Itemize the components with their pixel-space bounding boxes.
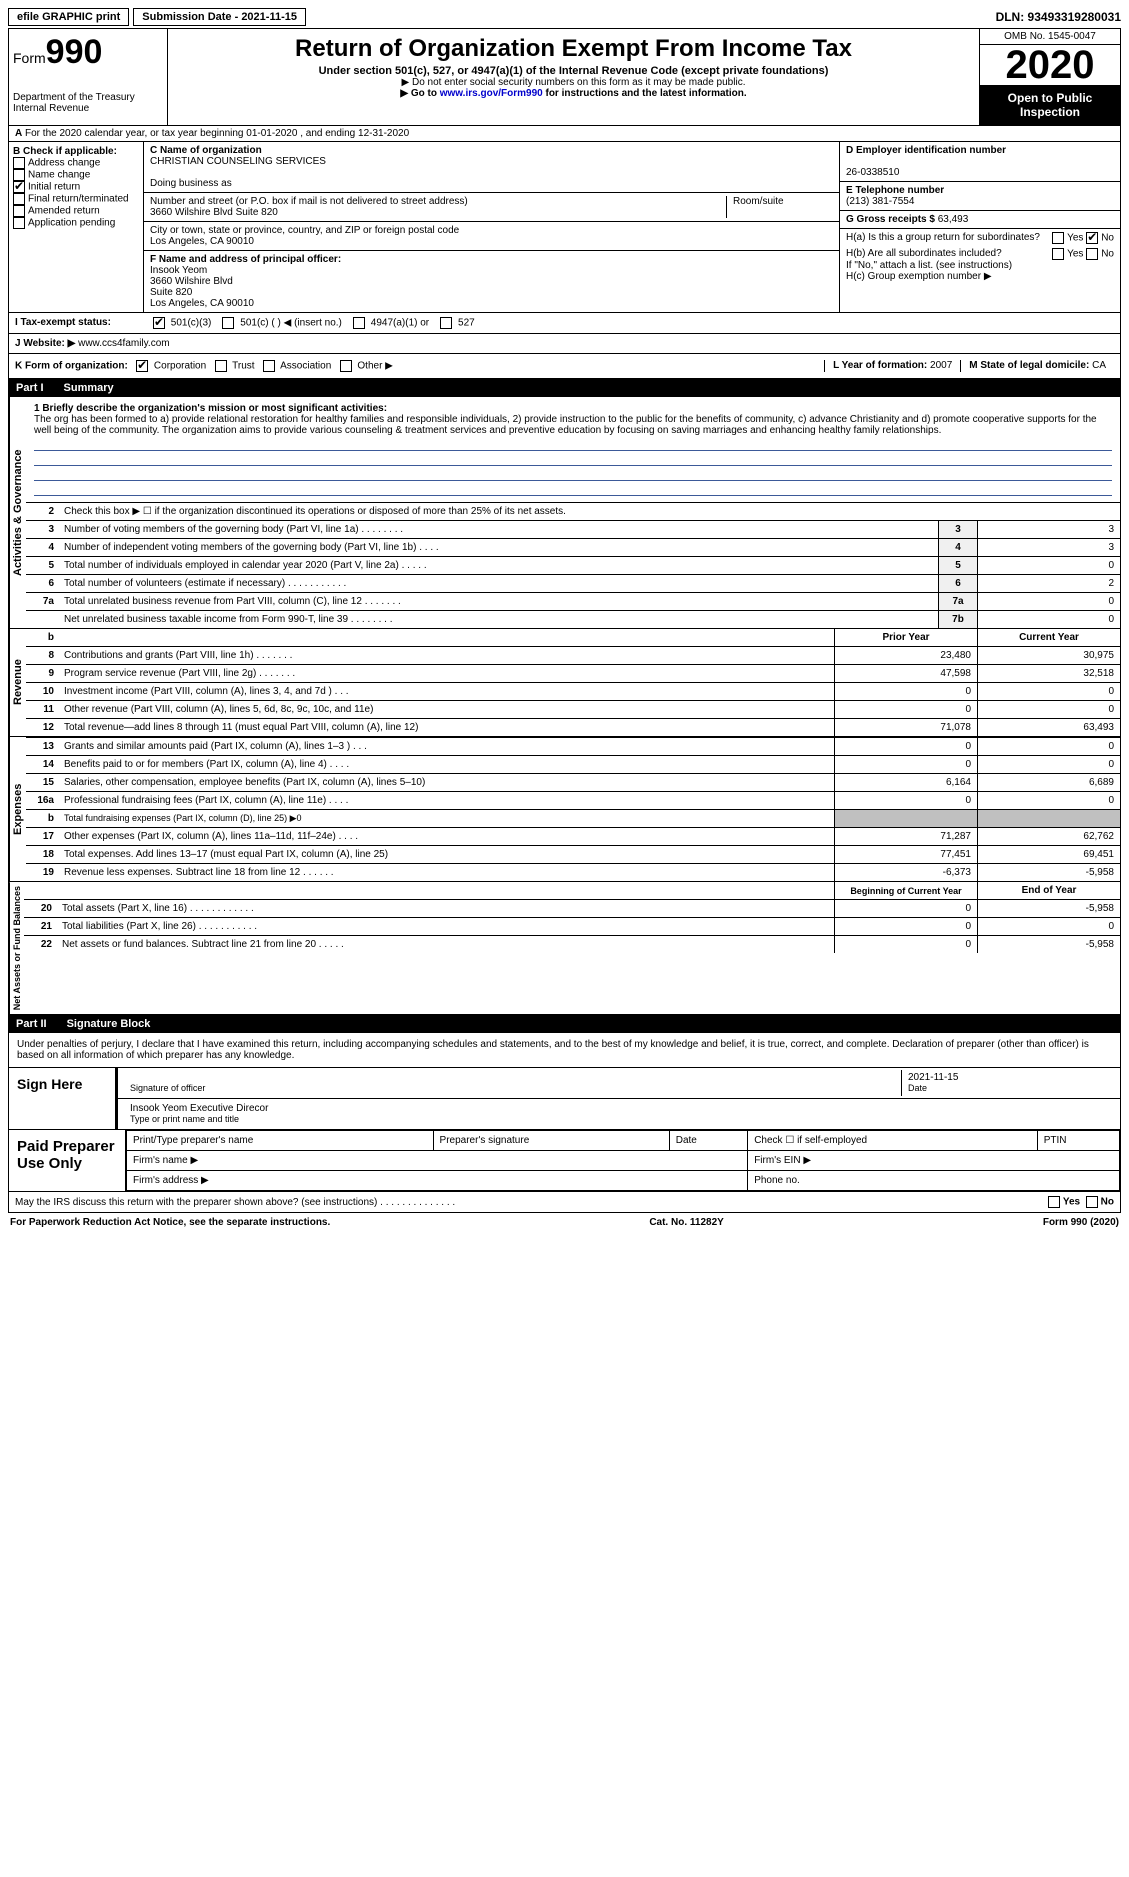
signature-block: Under penalties of perjury, I declare th…: [8, 1033, 1121, 1192]
header-center: Return of Organization Exempt From Incom…: [168, 29, 979, 125]
col-deg: D Employer identification number26-03385…: [839, 142, 1120, 312]
header-left: Form990 Department of the Treasury Inter…: [9, 29, 168, 125]
paid-table: Print/Type preparer's namePreparer's sig…: [126, 1130, 1120, 1191]
sec-net: Net Assets or Fund Balances Beginning of…: [9, 882, 1120, 1014]
expenses-table: 13Grants and similar amounts paid (Part …: [26, 737, 1120, 881]
org-name-cell: C Name of organization CHRISTIAN COUNSEL…: [144, 142, 839, 193]
tax-year: 2020: [980, 45, 1120, 85]
cb-app-pending[interactable]: [13, 217, 25, 229]
l-cell: L Year of formation: 2007: [824, 360, 960, 372]
sec-governance: Activities & Governance 1 Briefly descri…: [9, 397, 1120, 629]
row-i: I Tax-exempt status: 501(c)(3) 501(c) ( …: [8, 313, 1121, 334]
side-revenue: Revenue: [9, 629, 26, 736]
perjury-text: Under penalties of perjury, I declare th…: [9, 1033, 1120, 1067]
m-cell: M State of legal domicile: CA: [960, 360, 1114, 372]
phone-cell: E Telephone number(213) 381-7554: [840, 182, 1120, 211]
part1-body: Activities & Governance 1 Briefly descri…: [8, 397, 1121, 1015]
street-cell: Number and street (or P.O. box if mail i…: [144, 193, 839, 222]
cb-initial-return[interactable]: [13, 181, 25, 193]
part1-header: Part I Summary: [8, 379, 1121, 397]
side-expenses: Expenses: [9, 737, 26, 881]
paid-preparer-row: Paid Preparer Use Only Print/Type prepar…: [9, 1129, 1120, 1191]
dln: DLN: 93493319280031: [996, 10, 1121, 24]
footer-bar: For Paperwork Reduction Act Notice, see …: [8, 1213, 1121, 1232]
identity-grid: B Check if applicable: Address change Na…: [8, 142, 1121, 313]
paid-label: Paid Preparer Use Only: [9, 1130, 126, 1191]
net-table: Beginning of Current YearEnd of Year 20T…: [24, 882, 1120, 953]
top-bar: efile GRAPHIC print Submission Date - 20…: [8, 8, 1121, 26]
discuss-row: May the IRS discuss this return with the…: [8, 1192, 1121, 1213]
part2-header: Part II Signature Block: [8, 1015, 1121, 1033]
side-net: Net Assets or Fund Balances: [9, 882, 24, 1014]
revenue-table: bPrior YearCurrent Year 8Contributions a…: [26, 629, 1120, 736]
officer-cell: F Name and address of principal officer:…: [144, 251, 839, 312]
gross-cell: G Gross receipts $ 63,493: [840, 211, 1120, 229]
efile-badge: efile GRAPHIC print: [8, 8, 129, 26]
side-activities: Activities & Governance: [9, 397, 26, 628]
sec-revenue: Revenue bPrior YearCurrent Year 8Contrib…: [9, 629, 1120, 737]
sign-here-label: Sign Here: [9, 1068, 118, 1129]
header-right: OMB No. 1545-0047 2020 Open to Public In…: [979, 29, 1120, 125]
form-number: Form990: [13, 33, 163, 72]
form-subtitle: Under section 501(c), 527, or 4947(a)(1)…: [172, 65, 975, 77]
cb-amended[interactable]: [13, 205, 25, 217]
cb-final-return[interactable]: [13, 193, 25, 205]
h-cell: H(a) Is this a group return for subordin…: [840, 229, 1120, 312]
col-b: B Check if applicable: Address change Na…: [9, 142, 144, 312]
ein-cell: D Employer identification number26-03385…: [840, 142, 1120, 182]
submission-badge: Submission Date - 2021-11-15: [133, 8, 306, 26]
city-cell: City or town, state or province, country…: [144, 222, 839, 251]
public-inspection: Open to Public Inspection: [980, 85, 1120, 125]
dept-label: Department of the Treasury Internal Reve…: [13, 92, 163, 114]
mission-block: 1 Briefly describe the organization's mi…: [26, 397, 1120, 502]
row-j: J Website: ▶ www.ccs4family.com: [8, 334, 1121, 354]
row-k: K Form of organization: Corporation Trus…: [8, 354, 1121, 379]
header-row: Form990 Department of the Treasury Inter…: [8, 28, 1121, 126]
irs-link[interactable]: www.irs.gov/Form990: [440, 88, 543, 99]
form-title: Return of Organization Exempt From Incom…: [172, 35, 975, 63]
governance-table: 2Check this box ▶ ☐ if the organization …: [26, 502, 1120, 628]
row-a: A For the 2020 calendar year, or tax yea…: [8, 126, 1121, 142]
goto-line: ▶ Go to www.irs.gov/Form990 for instruct…: [172, 88, 975, 99]
sec-expenses: Expenses 13Grants and similar amounts pa…: [9, 737, 1120, 882]
ssn-warning: ▶ Do not enter social security numbers o…: [172, 77, 975, 88]
cb-address-change[interactable]: [13, 157, 25, 169]
col-cfg: C Name of organization CHRISTIAN COUNSEL…: [144, 142, 839, 312]
